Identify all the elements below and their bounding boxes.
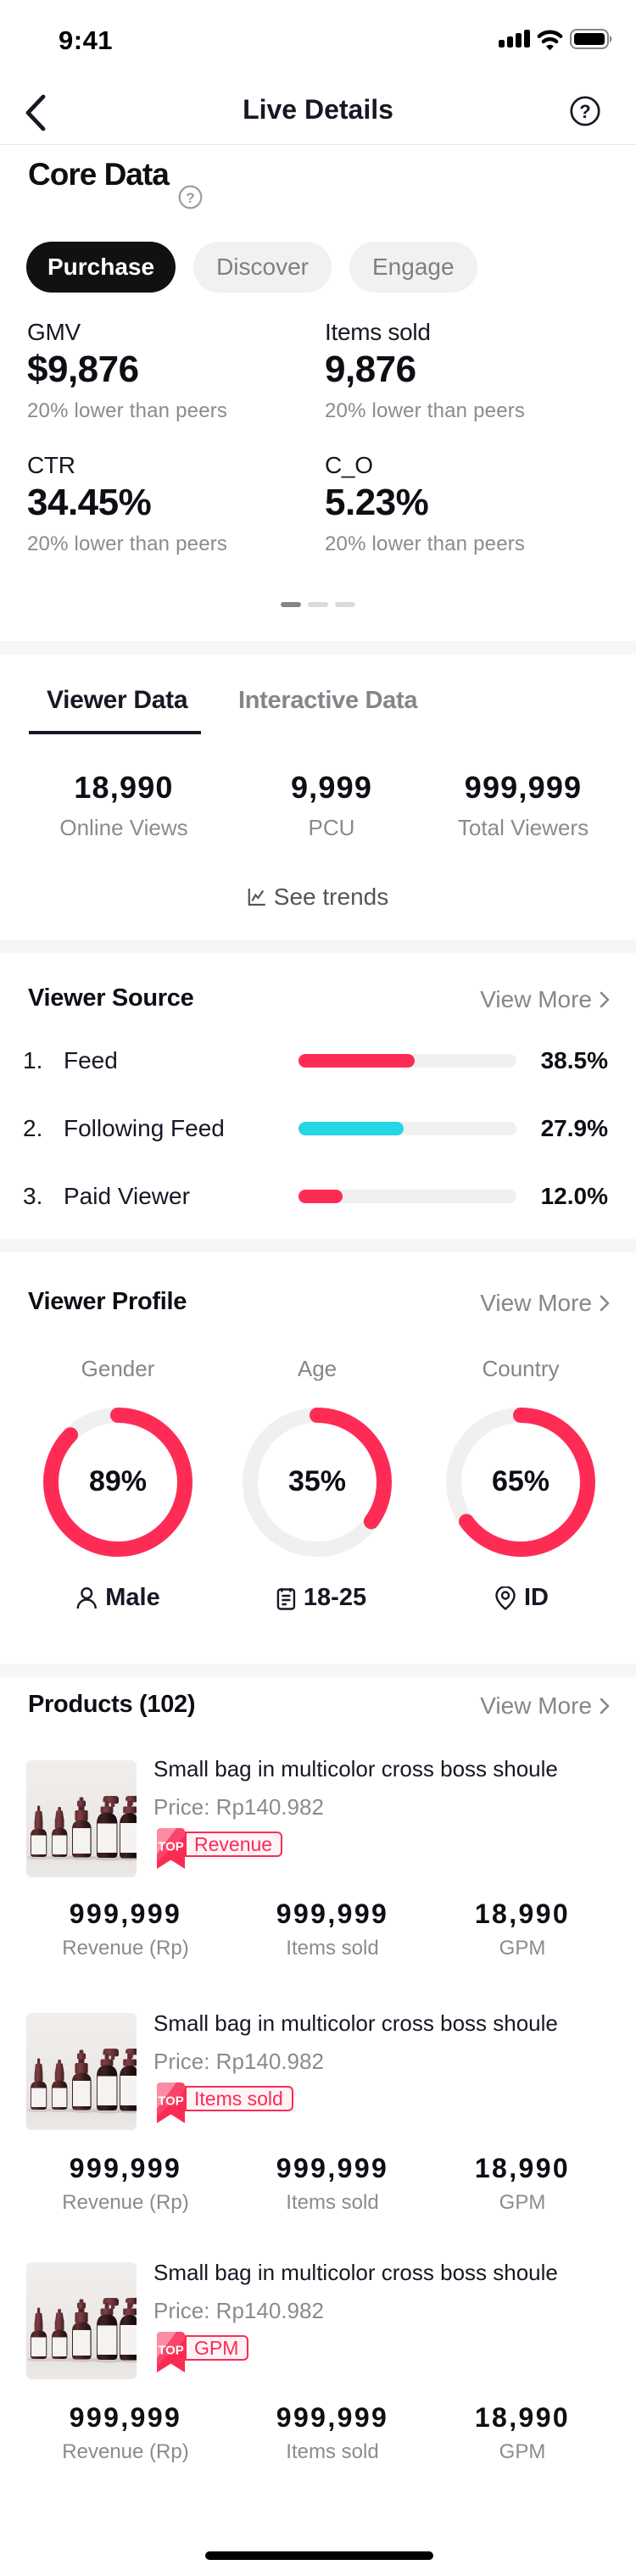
svg-text:?: ? [186,190,194,206]
svg-text:?: ? [579,101,590,122]
